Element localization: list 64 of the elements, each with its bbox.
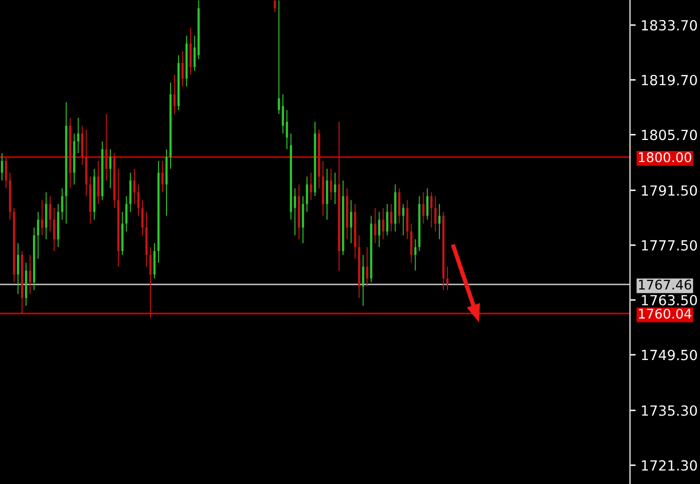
candlestick xyxy=(310,172,312,201)
y-tick-label: 1791.50 xyxy=(642,185,697,196)
candlestick xyxy=(81,125,84,166)
candlestick xyxy=(4,156,8,189)
candlestick xyxy=(161,160,164,193)
candlestick xyxy=(16,242,20,295)
y-tick-label: 1777.50 xyxy=(642,240,697,251)
y-tick-label: 1763.50 xyxy=(642,294,697,306)
candlestick xyxy=(149,246,152,318)
candlestick xyxy=(190,27,192,76)
candlestick xyxy=(105,113,108,182)
candlestick xyxy=(37,211,40,260)
candlestick xyxy=(446,266,449,291)
candlestick xyxy=(386,204,388,236)
candlestick xyxy=(181,50,184,88)
candlestick xyxy=(426,188,428,220)
candlestick xyxy=(141,200,144,236)
candlestick xyxy=(326,168,328,220)
ref-line-label: 1760.04 xyxy=(639,308,692,319)
candlestick xyxy=(49,196,52,232)
candlestick xyxy=(153,242,156,279)
y-tick-label: 1735.30 xyxy=(642,405,697,416)
candlestick xyxy=(194,35,196,72)
candlestick xyxy=(129,172,132,212)
candlestick xyxy=(362,254,364,306)
y-tick-label: 1749.50 xyxy=(642,350,697,360)
y-tick-label: 1833.70 xyxy=(642,20,697,31)
candlestick xyxy=(306,176,308,212)
ref-line-label: 1767.46 xyxy=(639,280,692,290)
candlestick xyxy=(133,168,136,204)
candlestick xyxy=(422,192,424,224)
candlestick xyxy=(350,200,352,244)
candlestick xyxy=(125,196,128,232)
candlestick xyxy=(97,160,100,204)
candlestick xyxy=(286,110,288,150)
candlestick xyxy=(434,196,436,232)
candlestick xyxy=(302,196,304,244)
candlestick xyxy=(61,188,64,220)
candlestick xyxy=(414,238,416,272)
candlestick xyxy=(398,188,400,224)
candlestick xyxy=(410,223,412,264)
candlestick xyxy=(382,207,384,240)
candlestick xyxy=(334,172,336,204)
candlestick xyxy=(366,246,368,287)
y-tick-label: 1819.70 xyxy=(642,74,697,86)
candlestick xyxy=(378,211,380,248)
candlestick xyxy=(330,168,332,201)
candlestick xyxy=(374,207,376,244)
candlestick xyxy=(282,94,284,134)
candlestick xyxy=(406,200,408,240)
candlestick xyxy=(109,148,112,189)
candlestick xyxy=(430,192,432,228)
candlestick xyxy=(402,204,404,236)
candlestick xyxy=(294,188,296,236)
y-tick-label: 1805.70 xyxy=(642,130,697,140)
ref-line-label: 1800.00 xyxy=(639,152,692,162)
candlestick xyxy=(45,192,48,240)
y-tick-label: 1721.30 xyxy=(642,460,697,471)
candlestick xyxy=(53,207,56,252)
candlestick xyxy=(28,254,32,295)
candlestick xyxy=(77,117,80,154)
candlestick xyxy=(41,200,44,236)
candlestick xyxy=(137,184,140,216)
candlestick xyxy=(390,204,392,232)
